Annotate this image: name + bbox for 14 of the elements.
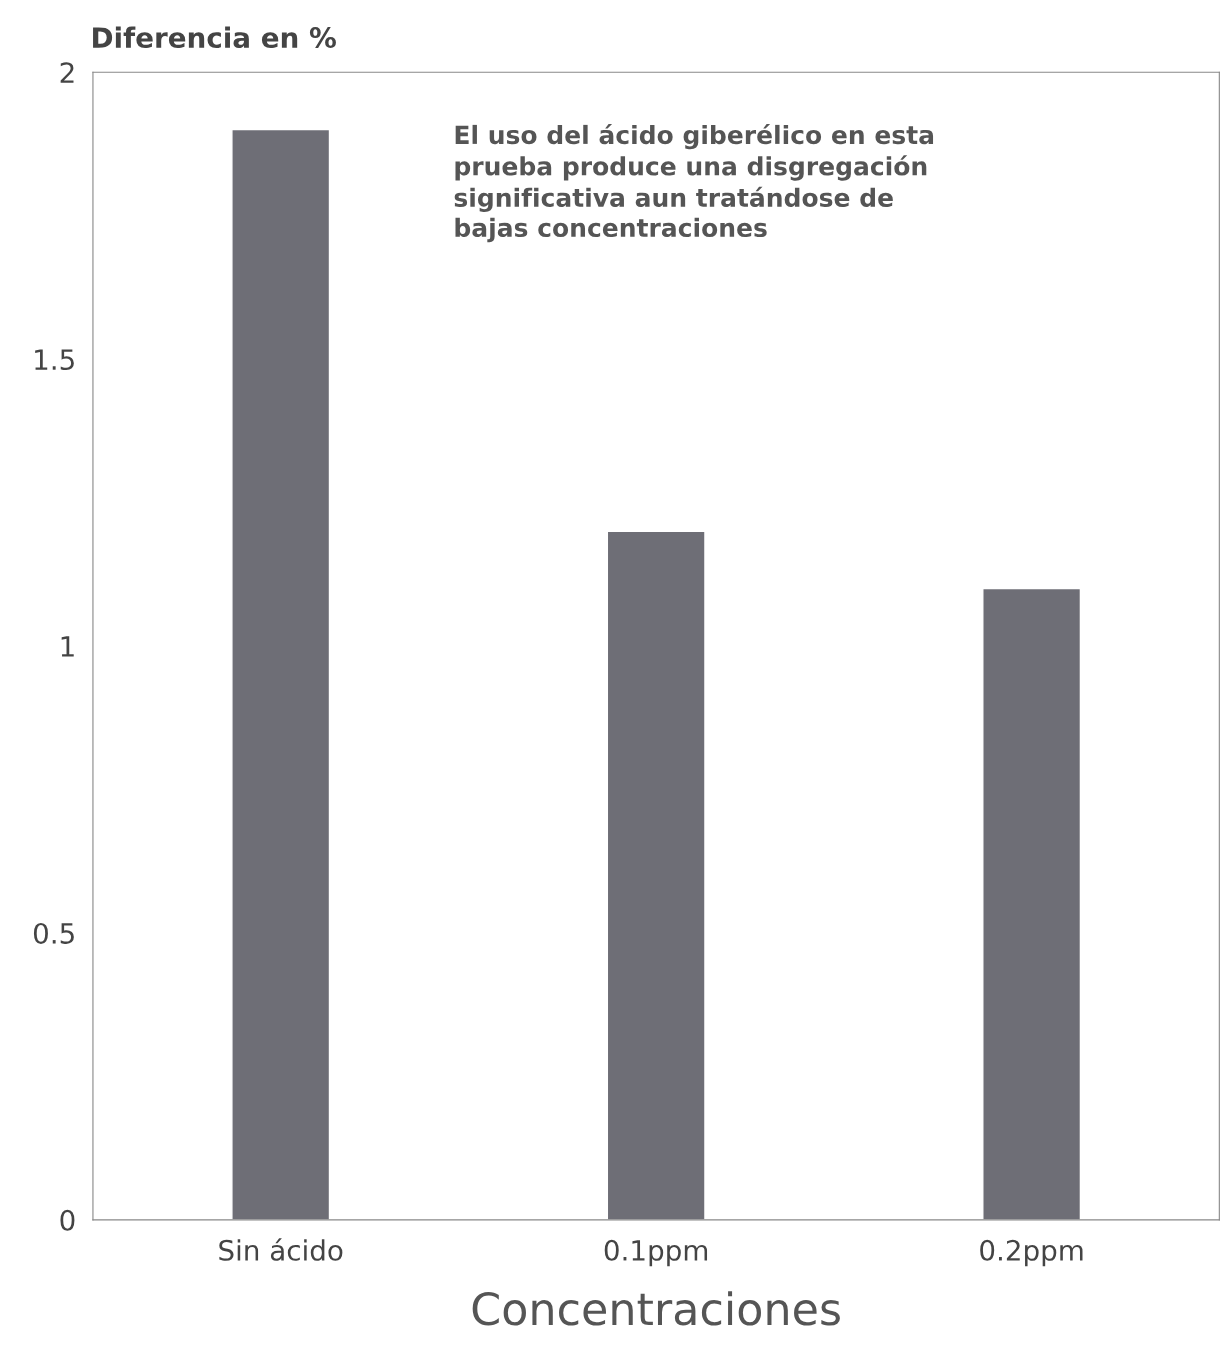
y-tick-label: 1 [61, 636, 74, 657]
y-tick-label: 1.5 [35, 349, 74, 371]
bar [231, 128, 331, 1220]
annotation: El uso del ácido giberélico en esta prueba produce una disgregación significativa aun tratándose de bajas concentraciones [454, 123, 934, 243]
x-tick-label: 0.2ppm [980, 1239, 1083, 1267]
x-tick-label: 0.1ppm [604, 1239, 708, 1267]
bar [606, 530, 706, 1220]
bar [982, 587, 1082, 1220]
x-axis-title: Concentraciones [472, 1291, 840, 1326]
y-axis-title: Diferencia en % [93, 26, 336, 49]
y-tick-label: 0.5 [33, 922, 74, 944]
y-tick-label: 0 [60, 1209, 75, 1231]
x-tick-label: Sin ácido [219, 1238, 343, 1261]
y-tick-label: 2 [60, 62, 74, 83]
